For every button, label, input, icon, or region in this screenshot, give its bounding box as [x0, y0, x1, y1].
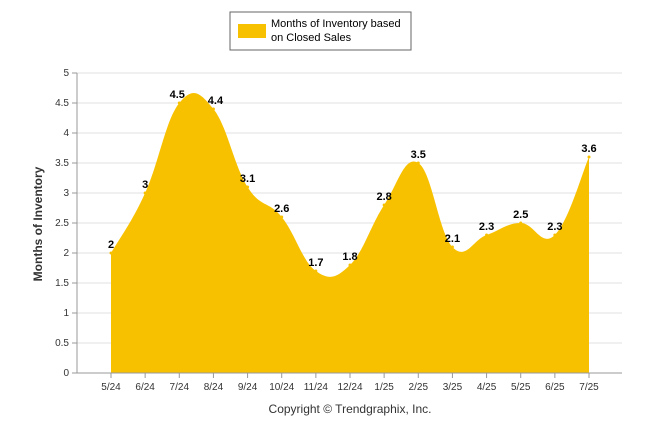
- y-tick-label: 4: [63, 128, 69, 139]
- x-tick-label: 7/24: [170, 382, 190, 393]
- data-point: [314, 269, 318, 273]
- area-fill: [111, 93, 589, 373]
- data-point: [382, 203, 386, 207]
- y-tick-label: 3.5: [55, 158, 69, 169]
- x-tick-label: 8/24: [204, 382, 224, 393]
- data-label: 3.1: [240, 173, 255, 185]
- copyright-footer: Copyright © Trendgraphix, Inc.: [269, 402, 432, 416]
- y-tick-label: 5: [63, 68, 69, 79]
- data-label: 2.3: [479, 221, 494, 233]
- data-label: 2.6: [274, 203, 289, 215]
- data-point: [587, 155, 591, 159]
- x-tick-label: 5/24: [101, 382, 121, 393]
- data-point: [485, 233, 489, 237]
- data-label: 2.8: [376, 191, 391, 203]
- legend: Months of Inventory based on Closed Sale…: [229, 11, 412, 51]
- data-point: [211, 107, 215, 111]
- data-point: [143, 191, 147, 195]
- data-label: 2.3: [547, 221, 562, 233]
- x-tick-label: 5/25: [511, 382, 531, 393]
- data-label: 3.5: [411, 149, 426, 161]
- data-label: 1.7: [308, 257, 323, 269]
- x-tick-label: 7/25: [579, 382, 599, 393]
- legend-label-line-2: on Closed Sales: [271, 32, 352, 44]
- x-tick-label: 10/24: [269, 382, 294, 393]
- data-point: [348, 263, 352, 267]
- data-label: 4.4: [208, 95, 224, 107]
- y-tick-label: 4.5: [55, 98, 69, 109]
- y-axis-title: Months of Inventory: [31, 166, 45, 281]
- legend-swatch: [238, 24, 266, 38]
- x-tick-label: 2/25: [409, 382, 429, 393]
- data-label: 2.1: [445, 233, 460, 245]
- y-axis-ticks: 0 0.5 1 1.5 2 2.5 3 3.5 4 4.5 5: [55, 68, 77, 379]
- x-tick-label: 11/24: [304, 382, 329, 393]
- data-labels: 2 3 4.5 4.4 3.1 2.6 1.7 1.8 2.8 3.5 2.1 2.3 2.5 2.3 3.…: [108, 89, 597, 269]
- y-tick-label: 1: [63, 308, 69, 319]
- data-point: [280, 215, 284, 219]
- x-axis-ticks: 5/24 6/24 7/24 8/24 9/24 10/24 11/24 12/24 1/25 2…: [101, 373, 599, 393]
- y-tick-label: 0.5: [55, 338, 69, 349]
- y-tick-label: 2.5: [55, 218, 69, 229]
- data-point: [553, 233, 557, 237]
- data-point: [416, 161, 420, 165]
- data-label: 2.5: [513, 209, 528, 221]
- data-label: 1.8: [342, 251, 357, 263]
- x-tick-label: 6/24: [135, 382, 155, 393]
- x-tick-label: 4/25: [477, 382, 497, 393]
- data-point: [109, 251, 113, 255]
- y-tick-label: 0: [63, 368, 69, 379]
- data-label: 3: [142, 179, 148, 191]
- y-tick-label: 2: [63, 248, 69, 259]
- x-tick-label: 6/25: [545, 382, 565, 393]
- data-label: 4.5: [170, 89, 185, 101]
- data-label: 3.6: [581, 143, 596, 155]
- y-tick-label: 3: [63, 188, 69, 199]
- data-point: [246, 185, 250, 189]
- data-point: [519, 221, 523, 225]
- x-tick-label: 1/25: [374, 382, 394, 393]
- data-point: [177, 101, 181, 105]
- x-tick-label: 12/24: [337, 382, 362, 393]
- x-tick-label: 3/25: [443, 382, 463, 393]
- x-tick-label: 9/24: [238, 382, 258, 393]
- data-label: 2: [108, 239, 114, 251]
- data-point: [450, 245, 454, 249]
- area-series: [109, 93, 591, 373]
- legend-label-line-1: Months of Inventory based: [271, 18, 401, 30]
- y-tick-label: 1.5: [55, 278, 69, 289]
